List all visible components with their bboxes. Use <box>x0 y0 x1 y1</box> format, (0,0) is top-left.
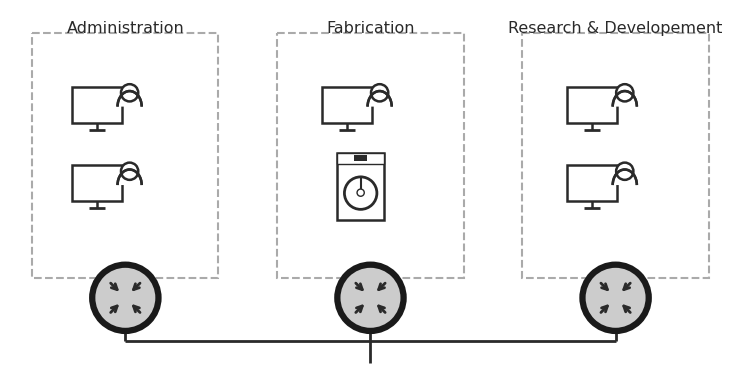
Circle shape <box>357 189 364 196</box>
Wedge shape <box>368 94 392 110</box>
Circle shape <box>616 84 634 101</box>
Wedge shape <box>613 173 637 189</box>
Bar <box>338 153 384 220</box>
Circle shape <box>616 163 634 180</box>
Circle shape <box>334 261 406 334</box>
Circle shape <box>94 266 157 329</box>
Bar <box>32 33 218 278</box>
Bar <box>72 87 122 123</box>
Circle shape <box>584 266 647 329</box>
Bar <box>278 33 464 278</box>
Bar <box>322 87 372 123</box>
Bar <box>523 33 709 278</box>
Bar <box>354 156 367 161</box>
Text: Administration: Administration <box>67 21 184 36</box>
Bar <box>72 165 122 201</box>
Bar <box>567 87 617 123</box>
Circle shape <box>89 261 161 334</box>
Circle shape <box>121 163 138 180</box>
Text: Fabrication: Fabrication <box>326 21 415 36</box>
Circle shape <box>579 261 652 334</box>
Circle shape <box>344 177 377 209</box>
Bar <box>567 165 617 201</box>
Wedge shape <box>613 94 637 110</box>
Bar <box>338 153 384 164</box>
Circle shape <box>121 84 138 101</box>
Circle shape <box>371 84 388 101</box>
Circle shape <box>339 266 402 329</box>
Wedge shape <box>118 173 142 189</box>
Wedge shape <box>118 94 142 110</box>
Text: Research & Developement: Research & Developement <box>509 21 723 36</box>
